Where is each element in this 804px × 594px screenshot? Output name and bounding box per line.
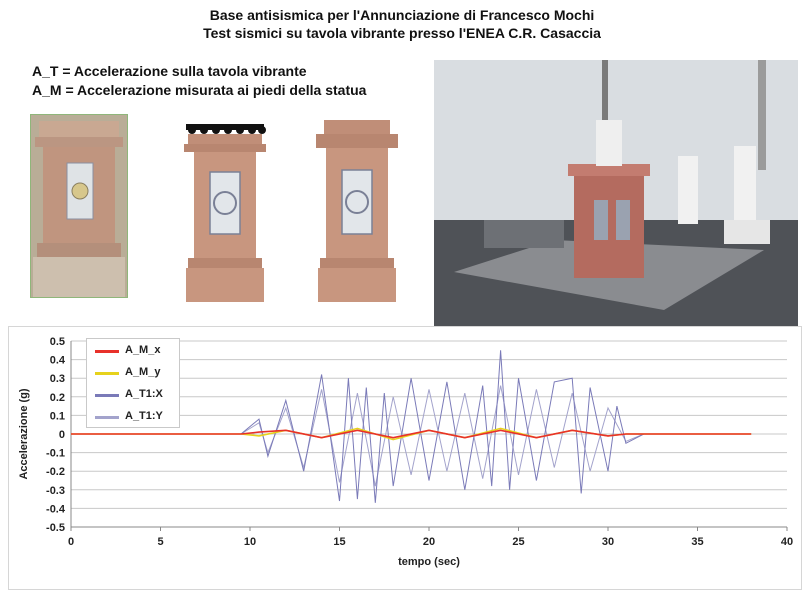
y-tick-label: -0.2 [46,466,65,478]
legend-label: A_M_x [125,344,161,356]
y-tick-label: -0.3 [46,485,65,497]
legend-swatch [95,394,119,397]
legend-swatch [95,350,119,353]
x-tick-label: 10 [244,536,256,548]
y-axis-label: Accelerazione (g) [18,388,30,479]
pedestal-with-base-diagram-icon [182,118,268,304]
chart-svg: 0.50.40.30.20.10-0.1-0.2-0.3-0.4-0.50 5 10… [18,336,793,568]
chart-legend: A_M_x A_M_y A_T1:X A_T1:Y [86,338,180,428]
y-tick-label: -0.5 [46,522,65,534]
legend-label: A_M_y [125,366,161,378]
x-tick-label: 30 [602,536,614,548]
header-title: Base antisismica per l'Annunciazione di … [209,7,595,23]
legend-swatch [95,372,119,375]
x-tick-label: 15 [333,536,345,548]
x-axis-label: tempo (sec) [398,556,460,568]
definition-a-t: A_T = Accelerazione sulla tavola vibrant… [32,63,307,79]
definition-a-m: A_M = Accelerazione misurata ai piedi de… [32,82,367,98]
x-tick-label: 35 [691,536,703,548]
legend-entry: A_T1:Y [87,407,179,427]
legend-label: A_T1:X [125,388,163,400]
y-tick-label: 0.1 [50,410,65,422]
x-tick-label: 20 [423,536,435,548]
y-tick-label: 0.5 [50,336,65,348]
header-subtitle: Test sismici su tavola vibrante presso l… [203,25,601,41]
legend-label: A_T1:Y [125,410,163,422]
x-tick-label: 5 [157,536,163,548]
y-tick-label: 0.2 [50,392,65,404]
definitions-block: A_T = Accelerazione sulla tavola vibrant… [32,62,366,100]
shake-table-lab-photo-icon [434,60,798,328]
pedestal-photo-icon [30,114,128,298]
series-line-a-m-x [71,429,752,439]
x-tick-label: 0 [68,536,74,548]
y-tick-label: -0.1 [46,448,65,460]
legend-entry: A_T1:X [87,385,179,405]
y-tick-label: -0.4 [46,503,66,515]
legend-entry: A_M_x [87,341,179,361]
legend-swatch [95,416,119,419]
legend-entry: A_M_y [87,363,179,383]
y-tick-label: 0.3 [50,373,65,385]
x-tick-label: 25 [512,536,524,548]
x-tick-label: 40 [781,536,793,548]
y-tick-label: 0.4 [50,355,66,367]
series-line-a-t1-x [71,350,752,503]
page-header: Base antisismica per l'Annunciazione di … [0,6,804,42]
pedestal-diagram-icon [314,118,400,304]
y-tick-label: 0 [59,429,65,441]
